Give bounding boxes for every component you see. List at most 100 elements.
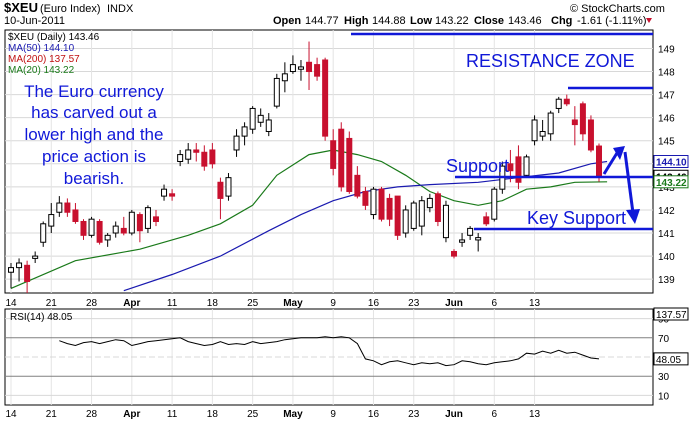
date-label: 10-Jun-2011: [4, 15, 65, 27]
candle-body: [402, 209, 409, 234]
ma200-tag-box: [653, 307, 689, 321]
candle: [289, 55, 296, 74]
left-annotation-line-4: price action is: [42, 147, 146, 166]
candle: [579, 101, 586, 141]
candle: [322, 57, 329, 141]
candle: [265, 113, 272, 137]
candle-body: [483, 216, 490, 225]
candle: [152, 209, 159, 227]
candle: [64, 198, 71, 217]
price-y-tick-label: 149: [658, 44, 675, 55]
candle-body: [523, 156, 530, 176]
price-tag-text: 144.10: [656, 158, 687, 169]
left-annotation-line-3: lower high and the: [25, 125, 164, 144]
x-tick-label-rsi: Apr: [123, 409, 140, 420]
candle: [233, 129, 240, 157]
price-y-tick-label: 146: [658, 114, 675, 125]
price-panel-frame: [4, 29, 654, 294]
candle-body: [571, 119, 578, 126]
x-tick-label-rsi: 23: [408, 409, 420, 420]
candle-body: [136, 214, 143, 232]
candle: [241, 122, 248, 146]
key-support-label: Key Support: [527, 208, 626, 228]
price-tag-box: [653, 155, 689, 168]
candle-body: [96, 220, 103, 243]
candle: [531, 115, 538, 146]
candle: [402, 205, 409, 238]
candle-body: [515, 156, 522, 183]
x-tick-label: 16: [368, 298, 380, 309]
candle-body: [289, 64, 296, 73]
candle-body: [128, 211, 135, 234]
candle-body: [201, 151, 208, 167]
price-tag-box: [653, 175, 689, 189]
candle-body: [394, 195, 401, 236]
support-label: Support: [446, 156, 509, 176]
candle: [8, 263, 14, 289]
candle: [459, 233, 466, 247]
ma200-tag-text: 137.57: [656, 310, 687, 321]
candle: [491, 186, 498, 222]
candle-body: [241, 126, 248, 137]
legend-price: $XEU (Daily) 143.46: [8, 32, 100, 43]
x-tick-label: 13: [529, 298, 541, 309]
candle-body: [314, 64, 321, 77]
candle-body: [507, 163, 514, 172]
candle: [40, 221, 47, 247]
candle: [418, 196, 425, 236]
rsi-series-line: [59, 336, 600, 367]
candle: [338, 122, 345, 192]
candle: [547, 110, 554, 141]
candle: [555, 96, 562, 114]
candle: [362, 186, 369, 210]
low-label: Low: [410, 15, 432, 27]
rsi-y-tick-label: 10: [658, 391, 670, 402]
annotation-lines: [351, 32, 653, 231]
x-tick-label-rsi: 11: [167, 409, 178, 420]
candle: [563, 94, 570, 107]
x-tick-label-rsi: Jun: [445, 409, 463, 420]
candle: [161, 184, 168, 201]
candle: [571, 106, 578, 146]
x-axis-labels-rsi: 14 21 28 Apr 11 18 25 May 9 16 23 Jun 6 13: [5, 409, 540, 420]
candle: [169, 189, 176, 201]
candle: [193, 143, 200, 162]
candle-body: [209, 149, 216, 165]
resistance-zone-label: RESISTANCE ZONE: [466, 51, 635, 71]
candle-body: [104, 234, 111, 241]
legend-ma20: MA(20) 143.22: [8, 65, 75, 76]
candle-body: [185, 149, 192, 160]
x-tick-label: 21: [46, 298, 58, 309]
price-y-tick-label: 140: [658, 252, 675, 263]
legend: $XEU (Daily) 143.46 MA(50) 144.10 MA(200…: [8, 32, 100, 76]
rsi-line: [59, 336, 600, 367]
candle-body: [491, 188, 498, 220]
x-axis-labels-price: 14 21 28 Apr 11 18 25 May 9 16 23 Jun 6 13: [5, 298, 540, 309]
candle-body: [338, 128, 345, 188]
x-tick-label: 11: [167, 298, 178, 309]
left-annotation: The Euro currency has carved out a lower…: [24, 82, 164, 188]
candle: [80, 219, 87, 240]
candle-body: [281, 73, 288, 82]
candle-body: [80, 220, 87, 236]
candle-body: [467, 227, 474, 236]
exchange-label: INDX: [107, 3, 134, 15]
candle: [112, 221, 119, 238]
candle-body: [273, 77, 280, 107]
left-annotation-line-1: The Euro currency: [24, 82, 164, 101]
x-tick-label-rsi: 16: [368, 409, 380, 420]
candle: [16, 258, 23, 282]
candle-body: [177, 154, 184, 163]
candle-body: [539, 131, 546, 137]
candle-body: [418, 200, 425, 227]
candle-body: [362, 190, 369, 206]
candle: [88, 216, 95, 238]
x-tick-label: Jun: [445, 298, 463, 309]
rsi-value-tag-text: 48.05: [656, 355, 681, 366]
candle-body: [169, 193, 176, 197]
candle: [209, 143, 216, 169]
symbol-label: $XEU: [4, 0, 38, 15]
candle-body: [225, 177, 232, 197]
candle-body: [426, 197, 433, 209]
